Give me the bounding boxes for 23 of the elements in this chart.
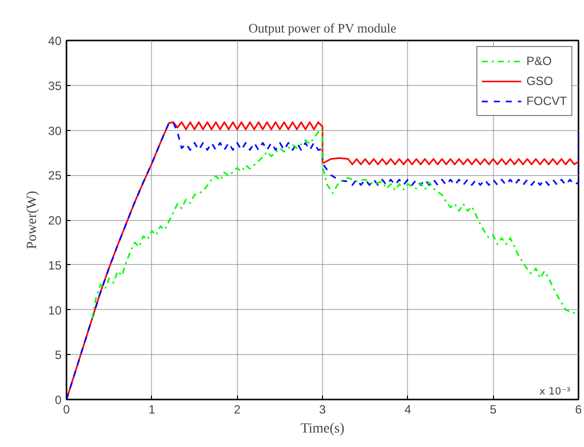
chart-title: Output power of PV module [248, 20, 397, 36]
y-tick-label: 10 [48, 303, 62, 318]
legend-label: FOCVT [526, 94, 567, 108]
legend-label: GSO [526, 74, 553, 88]
y-tick-label: 40 [48, 34, 62, 48]
x-tick-label: 4 [404, 402, 412, 416]
x-axis-title: Time(s) [300, 422, 345, 436]
y-tick-label: 0 [54, 393, 62, 407]
legend-label: P&O [526, 54, 552, 68]
x-tick-label: 5 [490, 402, 497, 416]
y-tick-label: 30 [48, 124, 62, 138]
x-tick-label: 3 [319, 402, 326, 416]
y-tick-label: 15 [48, 258, 62, 272]
annotation: x 10⁻³ [539, 386, 570, 398]
x-tick-label: 6 [575, 402, 582, 416]
y-axis-title: Power(W) [25, 190, 40, 250]
x-tick-label: 0 [63, 402, 70, 416]
x-tick-label: 1 [148, 402, 156, 416]
y-tick-label: 35 [48, 78, 62, 93]
y-tick-label: 25 [48, 168, 62, 183]
x-tick-label: 2 [234, 402, 241, 416]
y-tick-label: 20 [48, 214, 62, 228]
y-tick-label: 5 [54, 348, 62, 362]
